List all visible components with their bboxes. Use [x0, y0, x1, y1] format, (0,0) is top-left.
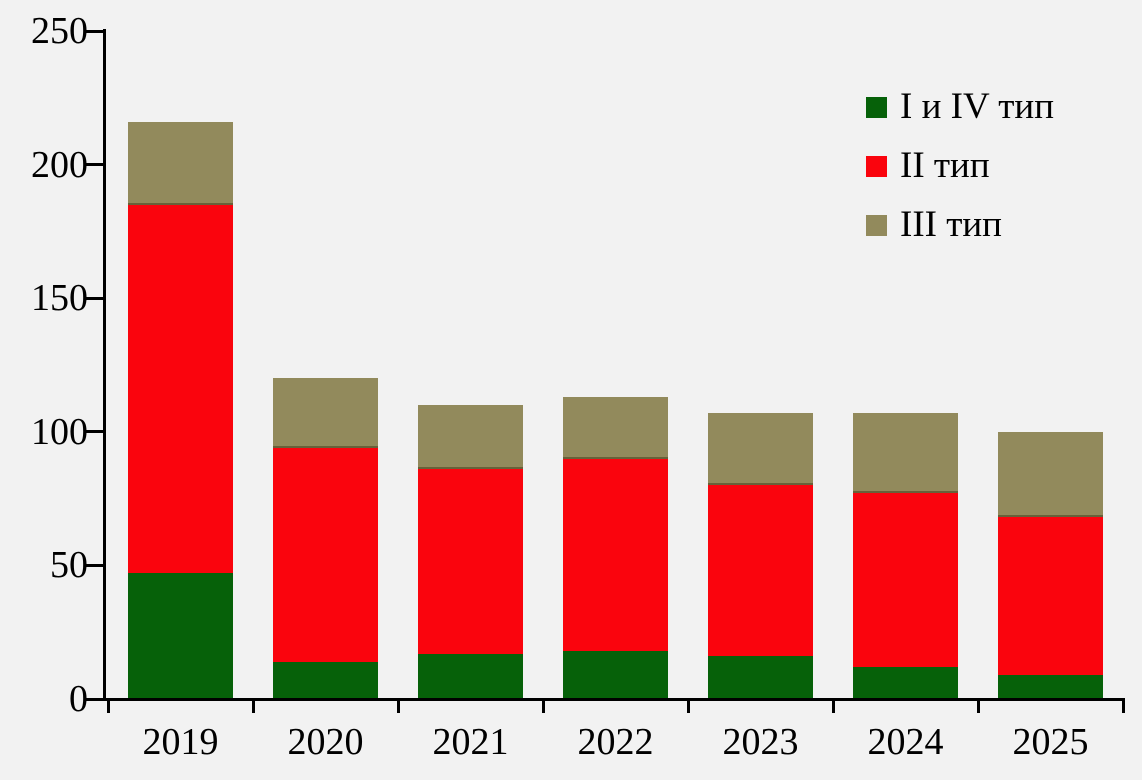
x-axis-tick: [976, 699, 980, 713]
bar-segment-2022-0: [563, 650, 668, 699]
bar-segment-2020-0: [273, 661, 378, 699]
x-category-label: 2019: [142, 721, 219, 763]
y-axis-tick-label: 0: [69, 678, 88, 720]
y-axis-tick-label: 200: [31, 143, 88, 186]
y-axis-tick-label: 150: [31, 277, 88, 320]
y-axis-tick: [85, 296, 104, 300]
bar-segment-2019-1: [128, 204, 233, 574]
bar-segment-2021-1: [418, 469, 523, 654]
bar-segment-2020-2: [273, 378, 378, 448]
legend-label: II тип: [900, 145, 990, 186]
x-axis-tick: [396, 699, 400, 713]
y-axis-tick-label: 100: [31, 410, 88, 453]
bar-segment-2020-1: [273, 447, 378, 662]
bar-segment-2025-1: [998, 517, 1103, 675]
y-axis-tick: [85, 29, 104, 33]
bar-segment-2023-0: [708, 656, 813, 699]
legend-item: I и IV тип: [866, 86, 1054, 128]
x-category-label: 2022: [577, 721, 654, 763]
legend-label: I и IV тип: [900, 86, 1055, 127]
x-category-label: 2023: [722, 721, 799, 763]
x-axis-tick: [106, 699, 110, 713]
y-axis-tick: [85, 430, 104, 434]
x-axis-tick: [251, 699, 255, 713]
bar-segment-2019-0: [128, 573, 233, 699]
x-category-label: 2020: [287, 721, 364, 763]
bar-segment-2021-2: [418, 405, 523, 470]
legend: I и IV тип II тип III тип: [866, 86, 1054, 263]
bar-segment-2022-1: [563, 458, 668, 651]
legend-swatch-icon: [866, 96, 887, 118]
x-axis-tick: [541, 699, 545, 713]
x-axis-spine: [85, 697, 1125, 701]
bar-segment-2023-2: [708, 413, 813, 486]
x-axis-tick: [831, 699, 835, 713]
y-axis-tick: [85, 163, 104, 167]
bar-segment-2021-0: [418, 653, 523, 699]
bar-segment-2023-1: [708, 485, 813, 657]
y-axis-tick: [85, 563, 104, 567]
x-axis-tick: [1121, 699, 1125, 713]
legend-item: III тип: [866, 204, 1054, 246]
bar-segment-2022-2: [563, 397, 668, 459]
y-axis-spine: [102, 29, 106, 700]
x-axis-tick: [686, 699, 690, 713]
legend-swatch-icon: [866, 155, 887, 177]
legend-swatch-icon: [866, 214, 887, 236]
bar-segment-2024-1: [853, 493, 958, 667]
x-category-label: 2025: [1012, 721, 1089, 763]
bar-segment-2024-0: [853, 666, 958, 699]
x-category-label: 2021: [432, 721, 509, 763]
bar-segment-2024-2: [853, 413, 958, 494]
y-axis-tick-label: 250: [31, 10, 88, 52]
legend-label: III тип: [900, 204, 1002, 245]
bar-segment-2025-2: [998, 431, 1103, 518]
bar-segment-2025-0: [998, 674, 1103, 699]
x-category-label: 2024: [867, 721, 944, 763]
bar-segment-2019-2: [128, 121, 233, 205]
legend-item: II тип: [866, 145, 1054, 187]
y-axis-tick-label: 50: [50, 544, 88, 587]
